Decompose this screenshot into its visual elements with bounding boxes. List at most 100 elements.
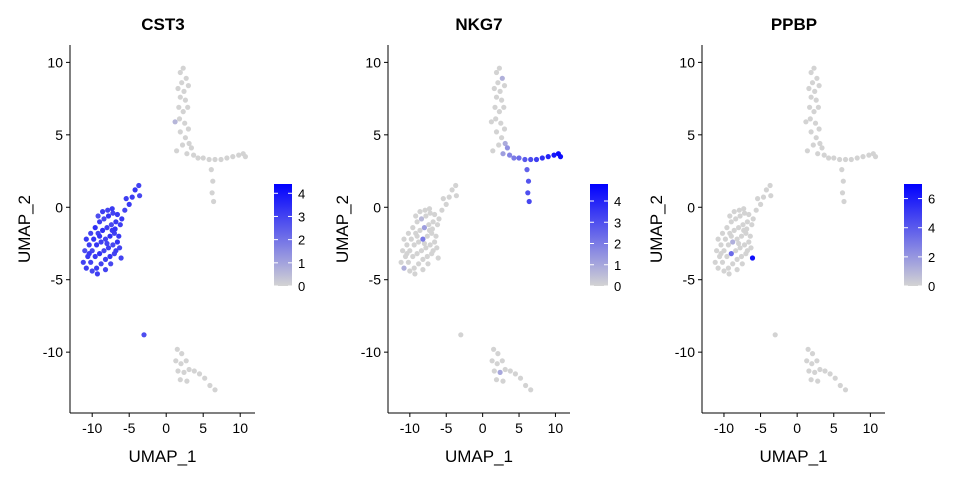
data-point <box>767 182 773 189</box>
data-point <box>750 216 756 222</box>
data-point <box>819 145 825 151</box>
data-point <box>741 210 748 216</box>
data-point <box>122 207 128 213</box>
data-point <box>491 346 497 352</box>
data-point <box>405 230 411 236</box>
data-point <box>517 375 524 381</box>
data-point <box>424 233 430 239</box>
data-point <box>809 351 816 357</box>
data-point <box>420 267 426 273</box>
legend-colorbar <box>904 184 922 286</box>
data-point <box>97 251 103 257</box>
data-point <box>418 216 425 222</box>
data-point <box>804 358 810 364</box>
data-point <box>490 148 496 154</box>
chart-title: PPBP <box>771 15 817 34</box>
data-point <box>109 206 115 212</box>
data-point <box>175 368 181 374</box>
data-point <box>497 88 503 94</box>
data-point <box>848 156 854 163</box>
data-point <box>414 233 420 239</box>
data-point <box>733 248 739 254</box>
x-tick-label: -10 <box>82 420 102 436</box>
data-point <box>418 248 425 254</box>
legend-tick-label: 0 <box>298 279 305 294</box>
data-point <box>502 366 508 373</box>
data-point <box>498 120 504 126</box>
data-point <box>110 210 116 216</box>
data-point <box>107 253 113 260</box>
data-point <box>725 242 732 248</box>
legend-tick-label: 4 <box>928 221 935 236</box>
chart-title: NKG7 <box>455 15 502 34</box>
data-point <box>721 268 727 274</box>
data-point <box>494 361 500 367</box>
data-point <box>116 233 122 239</box>
data-point <box>814 75 820 81</box>
data-point <box>101 248 107 254</box>
data-point <box>202 375 208 381</box>
data-point <box>412 271 418 277</box>
data-point <box>528 156 534 163</box>
data-point <box>408 236 414 242</box>
data-point <box>400 248 406 254</box>
data-point <box>730 239 736 245</box>
data-point <box>747 233 753 239</box>
data-point <box>718 251 724 257</box>
data-point <box>501 126 508 132</box>
x-tick-label: -5 <box>440 420 453 436</box>
data-point <box>524 167 530 173</box>
data-point <box>749 222 755 228</box>
data-point <box>185 83 191 89</box>
x-tick-label: 0 <box>479 420 487 436</box>
data-point <box>816 83 822 89</box>
data-point <box>89 268 95 274</box>
data-point <box>736 207 742 213</box>
data-point <box>179 351 185 357</box>
data-point <box>813 135 819 141</box>
y-axis-title: UMAP_2 <box>647 195 666 263</box>
legend-tick-label: 2 <box>928 250 935 265</box>
data-point <box>502 140 508 147</box>
data-point <box>744 248 751 254</box>
chart-title: CST3 <box>141 15 184 34</box>
data-point <box>180 109 186 115</box>
data-point <box>123 196 129 202</box>
data-point <box>809 361 815 367</box>
data-point <box>734 256 740 262</box>
data-point <box>430 219 436 225</box>
data-point <box>404 242 410 248</box>
data-point <box>102 236 109 242</box>
data-point <box>177 94 183 100</box>
data-point <box>421 240 427 247</box>
data-point <box>114 239 120 245</box>
data-point <box>426 227 433 233</box>
data-point <box>176 116 183 122</box>
data-point <box>212 387 218 393</box>
data-point <box>117 222 123 228</box>
data-point <box>434 245 440 251</box>
data-point <box>174 346 180 352</box>
data-point <box>719 259 726 265</box>
data-point <box>812 88 818 94</box>
data-point <box>501 83 508 89</box>
data-point <box>211 198 217 205</box>
data-point <box>218 156 224 163</box>
data-point <box>525 178 532 184</box>
data-point <box>738 233 745 239</box>
data-point <box>183 358 189 364</box>
data-point <box>181 88 187 94</box>
data-point <box>434 222 441 228</box>
data-point <box>812 120 819 126</box>
data-point <box>545 154 551 160</box>
x-axis-title: UMAP_1 <box>445 447 513 466</box>
legend-tick-label: 3 <box>298 209 305 224</box>
y-tick-label: 10 <box>365 54 381 70</box>
data-point <box>196 371 203 377</box>
data-point <box>807 104 813 110</box>
data-point <box>184 151 190 157</box>
data-point <box>414 251 420 257</box>
data-point <box>102 256 109 262</box>
data-point <box>104 225 110 231</box>
data-point <box>715 236 721 242</box>
